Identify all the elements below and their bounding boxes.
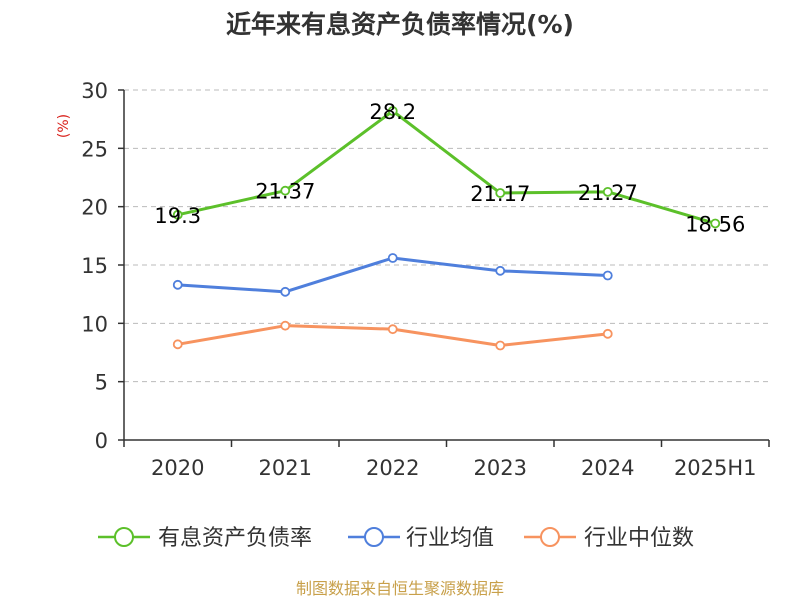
data-point — [495, 265, 506, 276]
legend-label: 有息资产负债率 — [158, 526, 312, 551]
y-tick-label: 5 — [95, 371, 108, 395]
data-point — [495, 188, 506, 198]
chart-title: 近年来有息资产负债率情况(%) — [226, 10, 574, 39]
y-tick-label: 15 — [81, 254, 108, 278]
data-point — [387, 253, 398, 263]
x-tick-label: 2021 — [259, 456, 312, 480]
data-label: 21.27 — [578, 181, 638, 205]
series — [172, 106, 721, 351]
data-point — [280, 286, 291, 297]
legend: 有息资产负债率 行业均值 行业中位数 — [98, 526, 694, 551]
legend-label: 行业中位数 — [584, 526, 694, 551]
data-point — [387, 324, 398, 335]
data-point — [172, 209, 183, 220]
source-note: 制图数据来自恒生聚源数据库 — [296, 579, 504, 598]
data-point — [280, 185, 291, 196]
legend-label: 行业均值 — [406, 526, 494, 551]
x-tick-label: 2025H1 — [674, 456, 757, 480]
legend-swatch-marker — [364, 527, 384, 547]
y-tick-label: 25 — [81, 137, 108, 161]
legend-item: 行业中位数 — [524, 526, 694, 551]
data-label: 28.2 — [369, 100, 416, 124]
y-tick-label: 30 — [81, 79, 108, 103]
data-point — [710, 218, 721, 229]
y-tick-label: 10 — [81, 312, 108, 336]
data-labels: 19.3 21.37 28.2 21.17 21.27 18.56 — [154, 100, 745, 236]
y-axis-label: (%) — [56, 114, 72, 138]
y-tick-label: 0 — [95, 429, 108, 453]
data-point — [602, 328, 613, 339]
data-point — [495, 340, 506, 351]
data-label: 18.56 — [685, 212, 745, 236]
legend-swatch-marker — [114, 527, 134, 547]
data-label: 21.37 — [255, 180, 315, 204]
x-tick-label: 2020 — [151, 456, 204, 480]
data-point — [172, 339, 183, 350]
x-tick-label: 2024 — [581, 456, 634, 480]
axes: 0 5 10 15 20 25 30 2020 2021 2022 2023 2024 2025H1 — [81, 79, 770, 480]
data-point — [602, 186, 613, 197]
legend-item: 行业均值 — [348, 526, 494, 551]
x-tick-label: 2023 — [474, 456, 527, 480]
data-label: 19.3 — [154, 204, 201, 228]
legend-item: 有息资产负债率 — [98, 526, 312, 551]
series-line — [177, 109, 716, 225]
data-point — [172, 279, 183, 290]
y-tick-label: 20 — [81, 196, 108, 220]
data-point — [280, 320, 291, 331]
x-tick-label: 2022 — [366, 456, 419, 480]
data-point — [602, 270, 613, 281]
series-line — [177, 256, 608, 294]
legend-swatch-marker — [540, 527, 560, 547]
data-label: 21.17 — [470, 182, 530, 206]
data-point — [387, 106, 398, 116]
